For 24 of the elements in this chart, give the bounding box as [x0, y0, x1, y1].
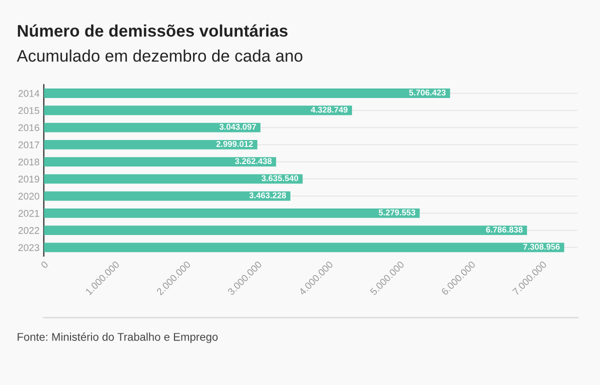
- data-label: 3.463.228: [249, 192, 286, 198]
- y-tick-label: 2014: [18, 90, 40, 97]
- y-tick-label: 2015: [18, 107, 40, 114]
- y-tick-label: 2019: [18, 176, 40, 183]
- chart-subtitle: Acumulado em dezembro de cada ano: [16, 50, 302, 62]
- source-note: Fonte: Ministério do Trabalho e Emprego: [18, 332, 218, 344]
- data-label: 6.786.838: [486, 226, 523, 233]
- y-tick-label: 2021: [18, 210, 40, 217]
- data-label: 3.262.438: [235, 158, 272, 164]
- data-label: 5.279.553: [378, 210, 416, 216]
- data-label: 7.308.956: [523, 244, 560, 250]
- data-label: 3.635.540: [262, 175, 298, 182]
- data-label: 4.328.749: [310, 106, 348, 113]
- y-tick-label: 2018: [18, 158, 40, 166]
- x-tick-label: 0: [40, 260, 49, 269]
- data-label: 5.706.423: [409, 90, 446, 96]
- y-tick-label: 2022: [18, 227, 40, 234]
- y-tick-label: 2020: [18, 192, 40, 200]
- data-label: 3.043.097: [219, 124, 256, 130]
- chart-title: Número de demissões voluntárias: [18, 24, 288, 37]
- y-tick-label: 2016: [18, 124, 40, 132]
- data-label: 2.999.012: [216, 141, 253, 147]
- y-tick-label: 2017: [18, 141, 40, 148]
- y-tick-label: 2023: [18, 244, 40, 252]
